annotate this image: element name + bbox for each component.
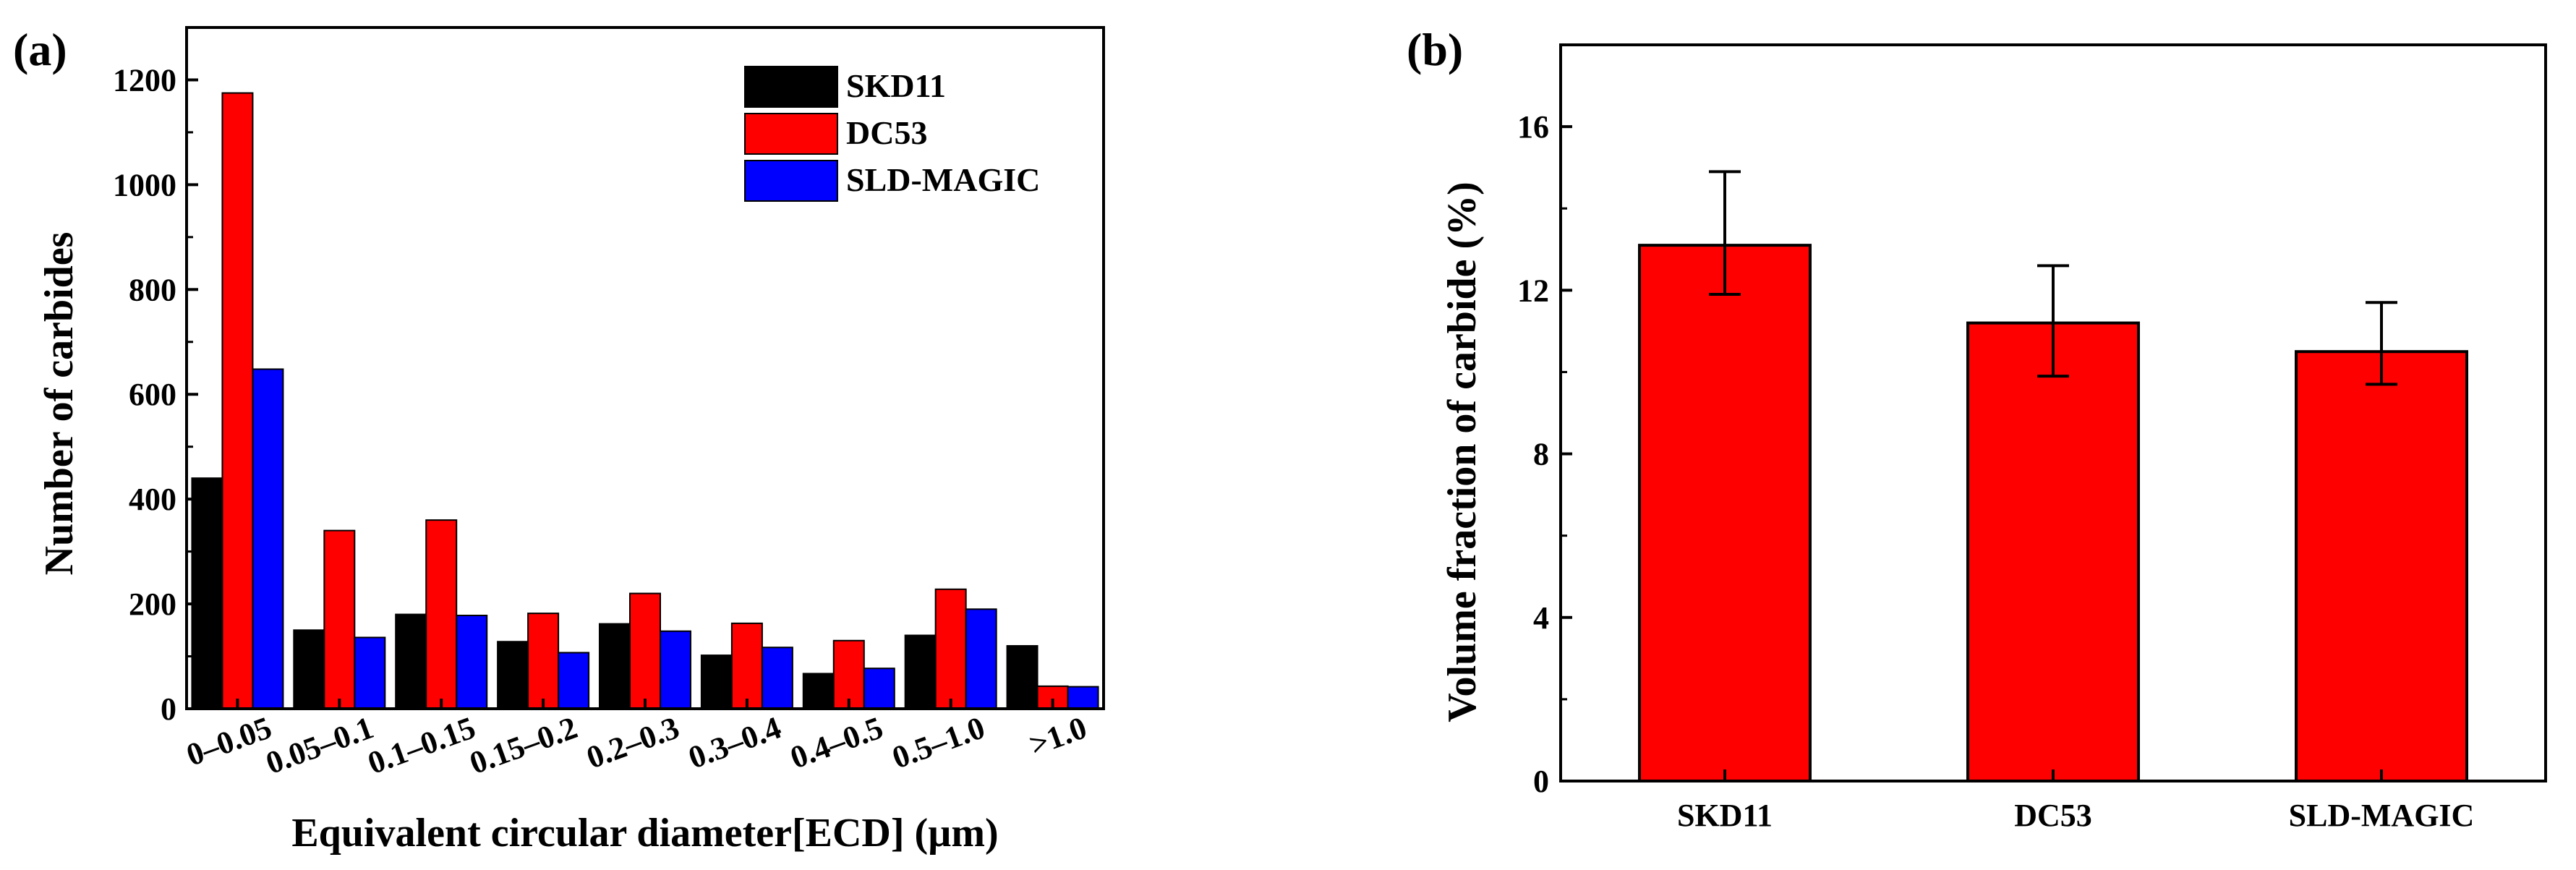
bar-skd11-0 — [191, 477, 223, 710]
chart-a: (a) Number of carbides Equivalent circul… — [13, 24, 1105, 856]
legend-swatch-dc53 — [744, 113, 838, 155]
panel-label-b: (b) — [1407, 24, 1463, 75]
plot-frame-b — [1559, 43, 2547, 782]
bar-sld-magic-8 — [1067, 686, 1099, 710]
x-tick-label-a: 0.15–0.2 — [465, 709, 581, 781]
x-tick-label-b: DC53 — [2014, 798, 2092, 833]
y-axis-title-a: Number of carbides — [37, 232, 82, 576]
x-tick-label-a: 0.5–1.0 — [887, 709, 989, 775]
x-axis-title-a: Equivalent circular diameter[ECD] (µm) — [291, 811, 998, 856]
x-tick-label-a: 0.4–0.5 — [785, 709, 887, 775]
bar-dc53-7 — [934, 588, 967, 710]
y-tick-label-a: 400 — [129, 482, 176, 517]
bar-skd11-6 — [802, 673, 835, 709]
bar-dc53-2 — [425, 519, 458, 710]
bar-sld-magic-2 — [456, 615, 488, 709]
y-tick-label-b: 0 — [1533, 764, 1549, 799]
bar-sld-magic-5 — [761, 647, 793, 709]
x-tick-label-a: >1.0 — [1025, 709, 1091, 762]
bar-sld-magic-1 — [354, 636, 386, 710]
bar-dc53-1 — [323, 529, 356, 710]
legend-label-dc53: DC53 — [846, 114, 927, 151]
y-tick-label-b: 4 — [1533, 600, 1549, 636]
y-tick-label-a: 1200 — [113, 62, 176, 98]
legend-swatch-skd11 — [744, 66, 838, 108]
y-tick-label-b: 12 — [1517, 273, 1549, 308]
legend-a: SKD11 DC53 SLD-MAGIC — [744, 66, 1040, 202]
bar-skd11-3 — [497, 641, 529, 709]
panel-label-a: (a) — [13, 24, 67, 75]
bar-sld-magic-0 — [252, 368, 284, 709]
x-tick-label-a: 0.3–0.4 — [684, 709, 786, 775]
y-tick-label-b: 8 — [1533, 437, 1549, 472]
legend-swatch-sld-magic — [744, 160, 838, 202]
x-tick-label-a: 0.05–0.1 — [261, 709, 378, 781]
y-tick-label-a: 600 — [129, 377, 176, 412]
x-tick-label-a: 0–0.05 — [182, 709, 276, 772]
bar-dc53-6 — [832, 639, 865, 709]
chart-b: (b) Volume fraction of carbide (%) SKD11… — [1407, 24, 2547, 833]
bar-dc53-3 — [527, 613, 560, 709]
bar-dc53-5 — [730, 622, 763, 709]
bar-skd11-4 — [599, 623, 631, 709]
bar-skd11 — [1638, 244, 1812, 783]
y-tick-label-a: 1000 — [113, 167, 176, 202]
x-tick-label-b: SKD11 — [1677, 798, 1773, 833]
y-tick-label-b: 16 — [1517, 109, 1549, 145]
bar-sld-magic-6 — [863, 668, 895, 709]
bar-sld-magic-3 — [558, 652, 590, 709]
bar-skd11-7 — [904, 634, 937, 709]
y-tick-label-a: 0 — [161, 691, 176, 727]
plot-frame-a — [185, 26, 1105, 710]
bar-skd11-2 — [395, 613, 427, 709]
bar-dc53-0 — [221, 92, 254, 710]
x-tick-label-b: SLD-MAGIC — [2289, 798, 2475, 833]
x-tick-label-a: 0.2–0.3 — [582, 709, 684, 775]
legend-label-skd11: SKD11 — [846, 67, 946, 104]
y-axis-title-b: Volume fraction of carbide (%) — [1440, 182, 1485, 722]
bar-skd11-1 — [293, 629, 325, 709]
bar-skd11-8 — [1006, 645, 1038, 709]
x-tick-label-a: 0.1–0.15 — [363, 709, 479, 781]
legend-label-sld-magic: SLD-MAGIC — [846, 161, 1040, 198]
bar-dc53 — [1966, 321, 2140, 783]
bar-sld-magic-4 — [660, 630, 691, 709]
y-tick-label-a: 800 — [129, 272, 176, 307]
bar-sld-magic-7 — [965, 608, 997, 709]
y-tick-label-a: 200 — [129, 587, 176, 622]
bar-skd11-5 — [700, 654, 733, 709]
bar-dc53-4 — [629, 592, 661, 709]
bar-sld-magic — [2295, 350, 2468, 782]
